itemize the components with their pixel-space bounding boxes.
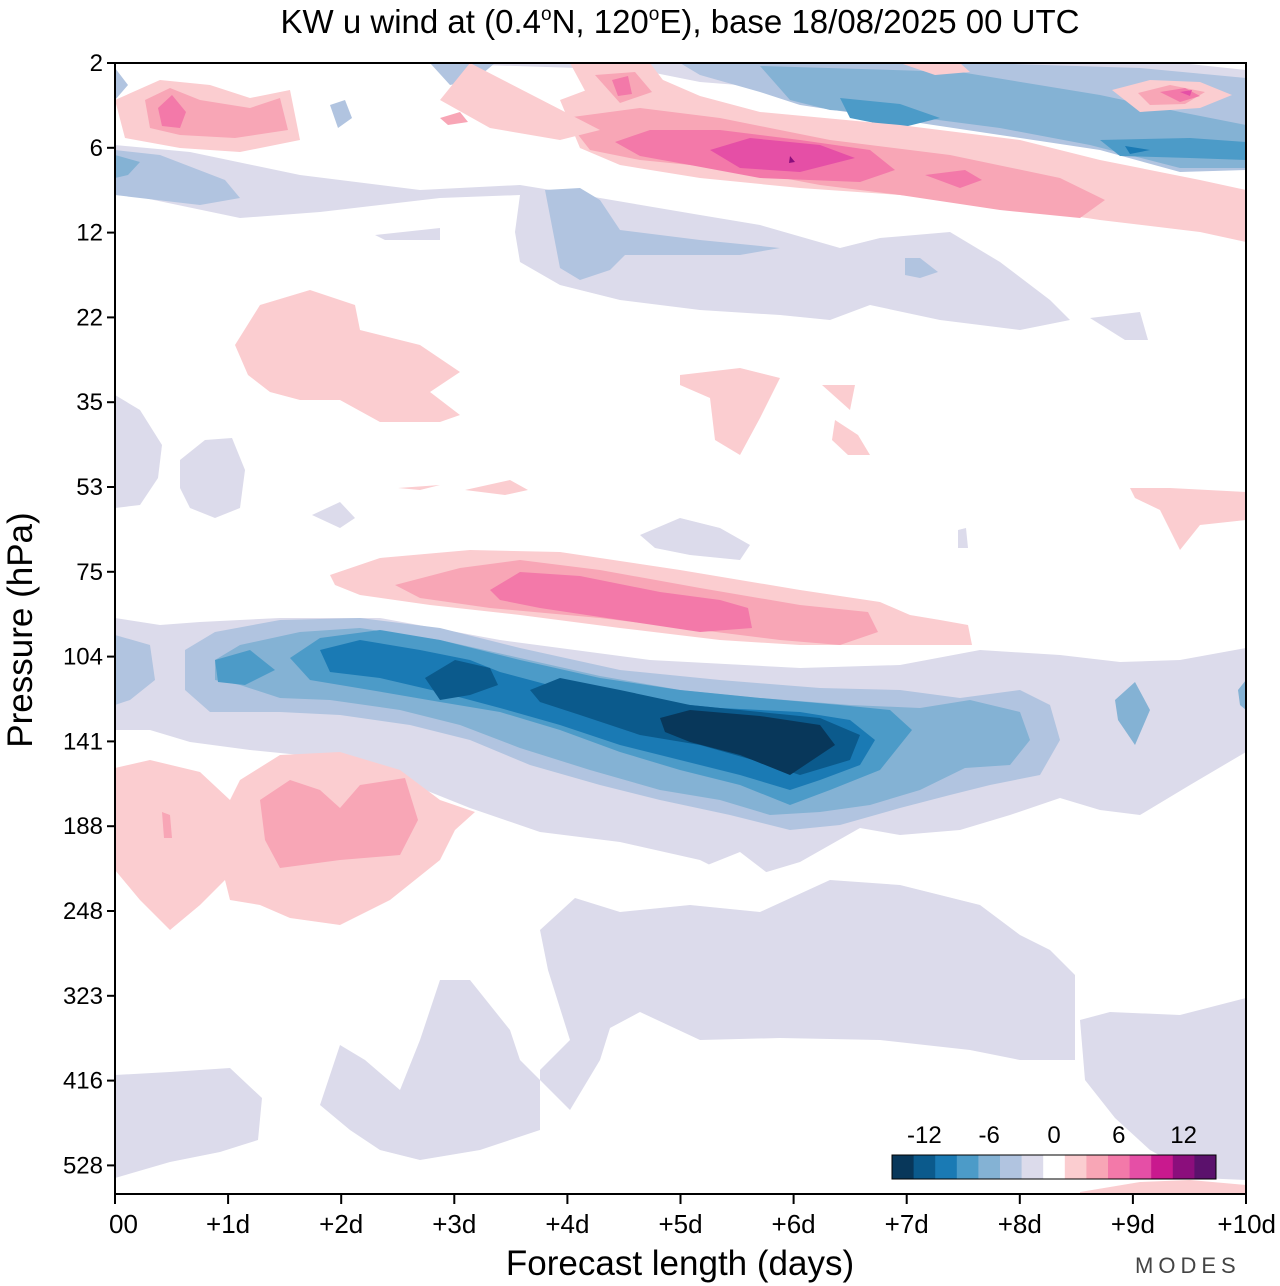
colorbar: -12 -6 0 6 12 xyxy=(891,1122,1217,1180)
y-tick-label: 323 xyxy=(63,983,103,1010)
y-tick-label: 22 xyxy=(76,304,103,331)
title-degree-1: o xyxy=(541,4,552,25)
plot-area xyxy=(114,62,1247,1195)
colorbar-frame xyxy=(891,1154,1217,1180)
colorbar-swatch xyxy=(1000,1155,1023,1179)
x-tick-label: +5d xyxy=(658,1209,702,1239)
x-tick-label: +9d xyxy=(1111,1209,1155,1239)
contour-easterly-100-190hPa xyxy=(115,618,1246,880)
title-degree-2: o xyxy=(649,4,660,25)
y-tick-label: 35 xyxy=(76,389,103,416)
y-tick-label: 188 xyxy=(63,813,103,840)
y-tick-label: 141 xyxy=(63,728,103,755)
colorbar-tick-label: 0 xyxy=(1047,1122,1060,1149)
contour-westerly-22-50hPa xyxy=(235,290,1246,550)
y-tick-label: 12 xyxy=(76,220,103,247)
contour-westerly-75-100hPa xyxy=(330,550,972,645)
x-tick-label: +8d xyxy=(998,1209,1042,1239)
y-tick-label: 248 xyxy=(63,898,103,925)
colorbar-tick-label: 6 xyxy=(1112,1122,1125,1149)
title-mid: N, 120 xyxy=(552,3,649,40)
y-axis-label: Pressure (hPa) xyxy=(1,512,40,747)
title-prefix: KW u wind at (0.4 xyxy=(281,3,541,40)
x-tick-label: +10d xyxy=(1217,1209,1276,1239)
contour-top-westerly xyxy=(115,63,1246,242)
x-tick-label: 00 xyxy=(109,1209,138,1239)
colorbar-swatch xyxy=(978,1155,1001,1179)
colorbar-tick-label: 12 xyxy=(1170,1122,1197,1149)
modes-watermark: MODES xyxy=(1135,1253,1241,1278)
contour-westerly-150-250hPa xyxy=(115,752,475,930)
y-tick-label: 104 xyxy=(63,644,103,671)
colorbar-tick-label: -6 xyxy=(979,1122,1000,1149)
colorbar-swatch xyxy=(935,1155,958,1179)
colorbar-swatch xyxy=(1129,1155,1152,1179)
contour-easterly-6-20hPa xyxy=(115,145,1070,330)
y-tick-label: 75 xyxy=(76,559,103,586)
colorbar-swatch xyxy=(913,1155,936,1179)
colorbar-swatch xyxy=(1172,1155,1195,1179)
contour-easterly-35-60hPa xyxy=(115,395,968,560)
colorbar-tick-label: -12 xyxy=(907,1122,942,1149)
x-tick-label: +4d xyxy=(545,1209,589,1239)
y-tick-label: 2 xyxy=(90,50,103,77)
contour-easterly-troposphere xyxy=(115,852,1246,1194)
x-tick-label: +3d xyxy=(432,1209,476,1239)
colorbar-swatch xyxy=(892,1155,915,1179)
chart-title: KW u wind at (0.4oN, 120oE), base 18/08/… xyxy=(281,3,1080,40)
colorbar-swatch xyxy=(1043,1155,1066,1179)
colorbar-swatch xyxy=(1086,1155,1109,1179)
y-axis: 2 6 12 22 35 53 75 104 141 188 248 323 416 528 xyxy=(63,50,115,1179)
x-axis-label: Forecast length (days) xyxy=(506,1244,854,1283)
x-tick-label: +6d xyxy=(772,1209,816,1239)
colorbar-swatch xyxy=(1064,1155,1087,1179)
contour-top-easterly xyxy=(115,63,1246,340)
colorbar-swatch xyxy=(1151,1155,1174,1179)
title-suffix: E), base 18/08/2025 00 UTC xyxy=(659,3,1079,40)
x-tick-label: +1d xyxy=(206,1209,250,1239)
colorbar-swatch xyxy=(1021,1155,1044,1179)
x-tick-label: +7d xyxy=(885,1209,929,1239)
x-axis: 00 +1d +2d +3d +4d +5d +6d +7d +8d +9d +10d xyxy=(109,1194,1276,1239)
y-tick-label: 416 xyxy=(63,1068,103,1095)
y-tick-label: 528 xyxy=(63,1152,103,1179)
colorbar-swatch xyxy=(1194,1155,1217,1179)
x-tick-label: +2d xyxy=(319,1209,363,1239)
colorbar-swatch xyxy=(956,1155,979,1179)
y-tick-label: 53 xyxy=(76,474,103,501)
colorbar-swatch xyxy=(1108,1155,1131,1179)
y-tick-label: 6 xyxy=(90,135,103,162)
